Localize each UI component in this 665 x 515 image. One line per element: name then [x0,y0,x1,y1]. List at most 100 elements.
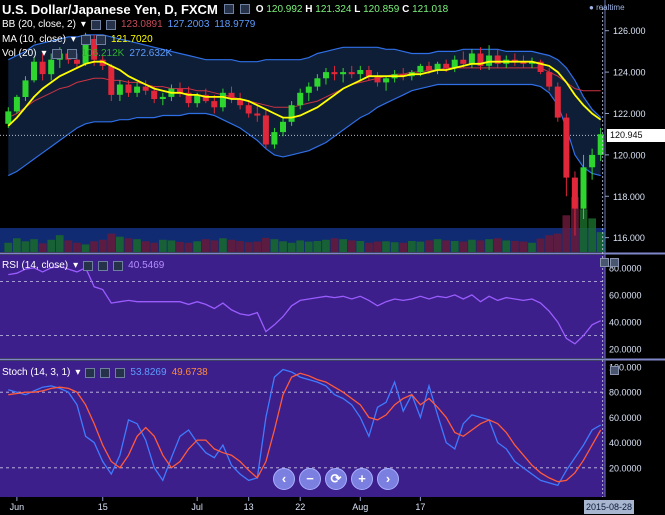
close-icon[interactable] [66,48,77,59]
chevron-down-icon[interactable]: ▾ [70,34,76,45]
settings-icon[interactable] [223,4,234,14]
volume-bar [596,232,605,252]
settings-icon[interactable] [51,48,62,59]
candle-body [219,92,226,108]
candle-body [194,94,201,104]
candle-body [39,61,46,75]
candle-body [374,76,381,83]
rsi-line [8,265,601,345]
bb-legend[interactable]: BB (20, close, 2) ▾ 123.0891 127.2003 118… [2,19,255,30]
candle-body [383,78,390,83]
reset-button[interactable]: ⟳ [325,468,347,490]
nav-forward-button[interactable]: › [377,468,399,490]
volume-bar [399,242,408,252]
candle-body [159,96,166,99]
chevron-down-icon[interactable]: ▾ [80,19,86,30]
panel-maximize-icon[interactable] [600,258,609,267]
candle-body [48,59,55,75]
bb-lower-line [8,83,601,177]
candle-body [400,74,407,77]
volume-bar [579,209,588,252]
rsi-tick-label: 60.0000 [609,290,642,300]
volume-bar [382,241,390,252]
volume-bar [476,240,485,252]
volume-bar [322,239,330,252]
vol-value: 106.212K [81,48,125,59]
date-tick-label: Jul [191,502,203,512]
volume-bar [253,241,262,252]
chevron-down-icon[interactable]: ▾ [73,260,79,271]
candle-body [305,86,312,93]
volume-bar [184,242,193,252]
settings-icon[interactable] [85,367,96,378]
open-label: O [255,3,264,15]
chevron-down-icon[interactable]: ▾ [75,367,81,378]
candle-body [426,65,432,70]
price-tick-label: 122.000 [613,109,646,119]
settings-icon[interactable] [80,34,91,45]
rsi-tick-label: 40.0000 [609,318,642,328]
bb-upper-line [8,34,602,119]
candle-body [271,132,278,145]
candle-body [142,86,149,91]
date-tick-label: 13 [244,502,254,512]
zoom-out-button[interactable]: − [299,468,321,490]
candle-body [185,92,192,104]
candle-body [365,70,372,77]
rsi-tick-label: 80.0000 [609,263,642,273]
candle-body [554,86,561,118]
remove-icon[interactable] [113,260,124,271]
volume-bar [116,236,124,252]
remove-icon[interactable] [115,367,126,378]
volume-bar [159,239,167,252]
low-label: L [354,3,361,15]
ma-legend[interactable]: MA (10, close) ▾ 121.7020 [2,34,153,45]
close-icon[interactable] [100,367,111,378]
close-icon[interactable] [105,19,116,30]
panel-maximize-icon[interactable] [610,366,619,375]
volume-bar [511,241,519,252]
ma-value: 121.7020 [110,34,153,45]
close-icon[interactable] [239,4,250,14]
zoom-in-button[interactable]: + [351,468,373,490]
volume-bar [519,241,528,252]
volume-bar [167,240,176,252]
settings-icon[interactable] [90,19,101,30]
candle-body [357,70,364,75]
stoch-tick-label: 60.0000 [609,413,642,423]
panel-minimize-icon[interactable] [610,258,619,267]
volume-bar [64,240,73,252]
stoch-d-line [8,372,602,483]
volume-bar [176,241,184,252]
volume-bar [210,240,219,252]
rsi-tick-label: 20.0000 [609,345,642,355]
close-icon[interactable] [95,34,106,45]
chevron-down-icon[interactable]: ▾ [41,48,47,59]
last-price-tag: 120.945 [607,128,665,142]
volume-bar [450,241,459,252]
date-axis-bg [0,497,665,515]
volume-bar [13,238,21,253]
candle-body [31,61,37,81]
candle-body [125,84,132,93]
volume-bar [442,240,450,252]
volume-bar [244,242,253,252]
volume-bar [365,242,373,252]
stoch-tick-label: 80.0000 [609,388,642,398]
nav-back-button[interactable]: ‹ [273,468,295,490]
stoch-tick-label: 40.0000 [609,438,642,448]
stoch-legend[interactable]: Stoch (14, 3, 1) ▾ 53.8269 49.6738 [2,367,208,378]
candle-body [280,121,286,133]
close-icon[interactable] [98,260,109,271]
price-tick-label: 124.000 [613,68,646,78]
settings-icon[interactable] [83,260,94,271]
volume-bar [416,241,425,252]
candle-body [288,105,295,122]
realtime-indicator: ● realtime [589,3,625,12]
rsi-legend[interactable]: RSI (14, close) ▾ 40.5469 [2,260,164,271]
vol-legend[interactable]: Vol (20) ▾ 106.212K 272.632K [2,48,172,59]
candle-body [99,59,106,66]
date-tick-label: 22 [295,502,305,512]
vol-label: Vol (20) [2,48,37,59]
